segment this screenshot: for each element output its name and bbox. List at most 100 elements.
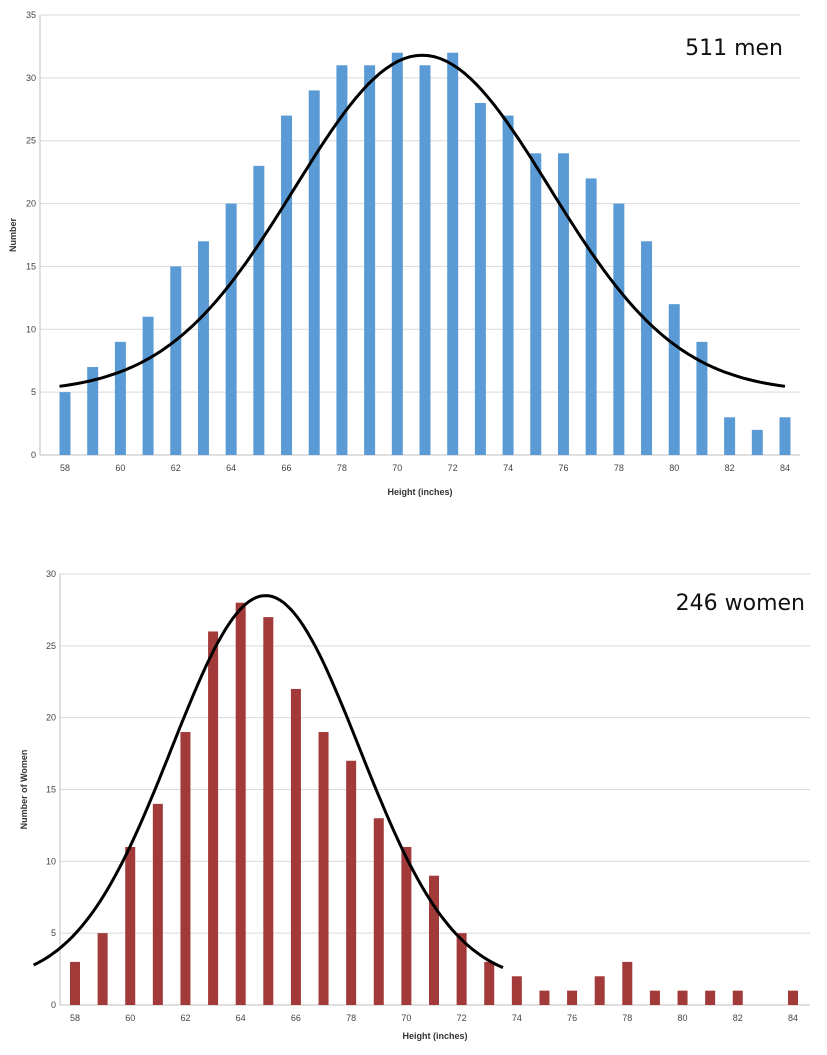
bar-79	[649, 990, 660, 1005]
x-tick-label: 84	[788, 1013, 798, 1023]
y-tick-label: 35	[26, 10, 36, 20]
women-height-histogram: 0 5 10 15 20 25 30 58 60 62 64 66 78 70 72 74 76 78 80 82 84…	[19, 569, 810, 1041]
y-axis-title: Number of Women	[19, 750, 29, 830]
bar-74	[502, 115, 514, 456]
bar-78	[622, 961, 633, 1005]
bar-72	[447, 52, 459, 455]
x-tick-label: 72	[457, 1013, 467, 1023]
y-tick-label: 15	[46, 785, 56, 795]
bar-62	[180, 732, 191, 1005]
sample-size-annotation: 246 women	[676, 591, 805, 616]
bar-78	[336, 65, 348, 456]
bar-71	[429, 875, 439, 1005]
bar-65	[253, 165, 265, 455]
bar-63	[208, 631, 219, 1005]
x-tick-label: 66	[291, 1013, 301, 1023]
normal-fit-curve	[59, 53, 786, 388]
bar-64	[235, 602, 246, 1005]
bar-83	[751, 429, 763, 455]
bar-62	[170, 266, 182, 455]
bar-84	[779, 417, 791, 455]
y-tick-label: 0	[31, 450, 36, 460]
x-tick-label: 60	[125, 1013, 135, 1023]
bar-81	[696, 341, 708, 455]
bar-80	[677, 990, 688, 1005]
bar-60	[125, 846, 136, 1005]
bar-76	[557, 153, 569, 456]
bar-61	[142, 316, 154, 455]
y-tick-label: 30	[26, 73, 36, 83]
x-tick-label: 60	[115, 463, 125, 473]
bar-78	[613, 203, 625, 455]
bar-75	[530, 153, 542, 456]
y-tick-label: 10	[26, 324, 36, 334]
bar-69	[373, 818, 384, 1005]
bar-58	[59, 392, 71, 455]
x-tick-label: 78	[614, 463, 624, 473]
y-tick-label: 25	[26, 136, 36, 146]
y-tick-label: 20	[26, 199, 36, 209]
x-tick-label: 78	[622, 1013, 632, 1023]
bar-73	[474, 103, 486, 455]
x-tick-label: 72	[448, 463, 458, 473]
bar-59	[87, 367, 99, 455]
x-axis-title: Height (inches)	[387, 487, 452, 497]
bar-77	[585, 178, 597, 455]
bar-72	[456, 933, 467, 1005]
y-tick-label: 15	[26, 261, 36, 271]
x-tick-label: 58	[70, 1013, 80, 1023]
x-tick-label: 84	[780, 463, 790, 473]
bar-69	[364, 65, 376, 456]
x-tick-label: 74	[503, 463, 513, 473]
bar-63	[197, 241, 209, 455]
bar-84	[788, 990, 798, 1005]
x-tick-label: 76	[567, 1013, 577, 1023]
bar-73	[484, 961, 495, 1005]
bar-76	[567, 990, 578, 1005]
women-chart: 0 5 10 15 20 25 30 58 60 62 64 66 78 70 72 74 76 78 80 82 84…	[0, 555, 827, 1055]
x-tick-label: 58	[60, 463, 70, 473]
bar-60	[114, 341, 126, 455]
y-tick-label: 10	[46, 856, 56, 866]
x-tick-label: 62	[171, 463, 181, 473]
men-chart: 0 5 10 15 20 25 30 35 58 60 62 64 66 78 70 72 74 76 78 80 82…	[0, 0, 827, 505]
x-tick-label: 82	[725, 463, 735, 473]
bar-81	[705, 990, 716, 1005]
sample-size-annotation: 511 men	[685, 36, 783, 61]
y-axis-title: Number	[8, 218, 18, 253]
men-height-histogram: 0 5 10 15 20 25 30 35 58 60 62 64 66 78 70 72 74 76 78 80 82…	[8, 10, 800, 497]
bar-66	[281, 115, 293, 456]
y-tick-label: 5	[51, 928, 56, 938]
x-tick-label: 74	[512, 1013, 522, 1023]
x-tick-label: 64	[236, 1013, 246, 1023]
bar-71	[419, 65, 431, 456]
bar-75	[539, 990, 550, 1005]
x-tick-label: 62	[180, 1013, 190, 1023]
bar-67	[318, 732, 329, 1005]
x-tick-label: 66	[282, 463, 292, 473]
bar-58	[70, 961, 80, 1005]
bar-74	[511, 976, 522, 1005]
x-tick-label: 80	[669, 463, 679, 473]
bar-70	[391, 52, 403, 455]
y-tick-label: 0	[51, 1000, 56, 1010]
x-tick-label: 78	[337, 463, 347, 473]
bar-66	[290, 688, 301, 1005]
bar-82	[724, 417, 736, 455]
bar-70	[401, 846, 412, 1005]
bar-77	[594, 976, 605, 1005]
x-axis-title: Height (inches)	[402, 1031, 467, 1041]
y-tick-label: 25	[46, 641, 56, 651]
x-tick-label: 70	[401, 1013, 411, 1023]
bar-80	[668, 304, 680, 455]
normal-fit-curve	[32, 594, 504, 969]
y-tick-label: 30	[46, 569, 56, 579]
bar-64	[225, 203, 237, 455]
y-tick-label: 5	[31, 387, 36, 397]
x-tick-label: 78	[346, 1013, 356, 1023]
bar-59	[97, 933, 108, 1005]
x-tick-label: 82	[733, 1013, 743, 1023]
x-tick-label: 64	[226, 463, 236, 473]
bar-65	[263, 617, 274, 1005]
bar-79	[641, 241, 653, 455]
